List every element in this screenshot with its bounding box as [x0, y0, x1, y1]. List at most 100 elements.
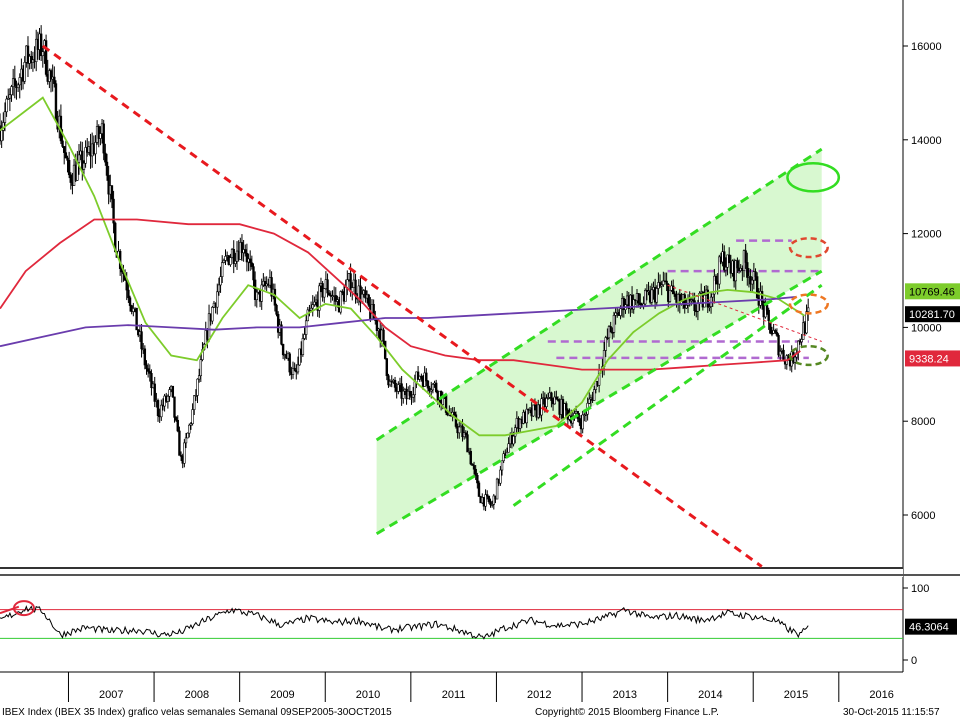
candle-body: [234, 260, 237, 264]
candle-body: [507, 443, 510, 453]
candle-body: [196, 378, 199, 396]
candle-body: [81, 150, 84, 170]
candle-body: [754, 271, 757, 277]
candle-body: [341, 291, 344, 293]
candle-body: [217, 284, 221, 293]
candle-body: [160, 404, 163, 418]
rsi-value-tag-label: 46.3064: [909, 622, 949, 634]
candle-body: [430, 389, 433, 392]
candle-body: [777, 335, 780, 356]
candle-body: [632, 299, 635, 310]
x-tick-label: 2010: [356, 689, 380, 701]
instrument-caption: IBEX Index (IBEX 35 Index) grafico velas…: [2, 707, 392, 718]
candle-body: [800, 339, 803, 343]
candle-body: [486, 494, 489, 497]
y-tick-label: 8000: [911, 416, 935, 428]
x-tick-label: 2013: [613, 689, 637, 701]
candle-body: [453, 411, 456, 416]
candle-body: [706, 289, 709, 308]
candle-body: [339, 291, 342, 313]
candle-body: [146, 368, 150, 372]
candle-body: [385, 358, 389, 377]
candle-body: [525, 408, 528, 424]
candle-body: [62, 146, 66, 153]
candle-body: [84, 147, 87, 164]
y-tick-label: 10000: [911, 322, 942, 334]
candle-body: [724, 266, 728, 271]
candle-body: [344, 286, 347, 302]
candle-body: [104, 152, 107, 163]
candle-body: [145, 364, 148, 369]
candle-body: [26, 45, 30, 64]
candle-body: [532, 404, 535, 417]
candle-body: [328, 292, 331, 296]
candle-body: [54, 83, 58, 120]
candle-body: [767, 309, 770, 321]
x-tick-label: 2011: [442, 689, 466, 701]
candle-body: [614, 312, 617, 316]
candle-body: [107, 175, 110, 195]
candle-body: [280, 324, 283, 345]
candle-body: [760, 291, 764, 303]
candle-body: [184, 437, 188, 444]
candle-body: [755, 276, 759, 299]
candle-body: [110, 185, 114, 200]
candle-body: [612, 315, 616, 333]
y-tick-label: 6000: [911, 510, 935, 522]
candle-body: [518, 418, 522, 429]
candle-body: [416, 371, 420, 380]
candle-body: [306, 309, 310, 322]
candle-body: [476, 474, 479, 484]
candle-body: [221, 262, 224, 277]
footer: IBEX Index (IBEX 35 Index) grafico velas…: [2, 707, 940, 718]
candle-body: [550, 392, 553, 401]
candle-body: [734, 260, 737, 282]
value-tag-2: 9338.24: [905, 350, 960, 367]
candle-body: [774, 330, 777, 333]
candle-body: [99, 133, 102, 139]
candle-body: [565, 403, 568, 411]
candle-body: [346, 279, 349, 288]
rsi-tick-label: 0: [911, 655, 917, 667]
candle-body: [53, 76, 56, 84]
candle-body: [364, 290, 367, 299]
candle-body: [736, 260, 739, 269]
candle-body: [718, 256, 721, 285]
highlight-ellipse-0: [786, 162, 841, 193]
rsi-value-tag-box: [905, 618, 957, 635]
candle-body: [499, 469, 502, 484]
candle-body: [512, 435, 515, 445]
trend-channel-fill: [376, 149, 822, 534]
candle-body: [39, 33, 43, 57]
candle-body: [466, 434, 469, 453]
candle-body: [97, 126, 100, 139]
candle-body: [619, 308, 622, 316]
candle-body: [240, 242, 244, 254]
candle-body: [782, 349, 785, 362]
candle-body: [420, 375, 423, 379]
candle-body: [219, 276, 222, 286]
candle-body: [806, 307, 810, 312]
candle-body: [298, 348, 301, 366]
candle-body: [489, 501, 492, 506]
candle-body: [313, 301, 316, 305]
candle-body: [260, 284, 263, 302]
candle-body: [402, 390, 405, 399]
candle-body: [224, 255, 227, 261]
candle-body: [413, 381, 416, 396]
candle-body: [708, 306, 711, 308]
candle-body: [655, 288, 658, 303]
value-tag-1: 10281.70: [905, 306, 960, 323]
channel-upper-line: [375, 147, 823, 442]
value-tag-label: 10281.70: [909, 309, 955, 321]
candle-body: [66, 157, 69, 161]
candle-body: [183, 442, 186, 464]
candle-body: [644, 290, 647, 305]
candle-body: [173, 396, 176, 418]
candle-body: [354, 279, 357, 297]
candle-body: [323, 288, 326, 298]
candle-body: [105, 161, 109, 176]
highlight-ellipse-1: [788, 237, 829, 259]
candle-body: [375, 320, 379, 331]
candle-body: [229, 257, 232, 265]
